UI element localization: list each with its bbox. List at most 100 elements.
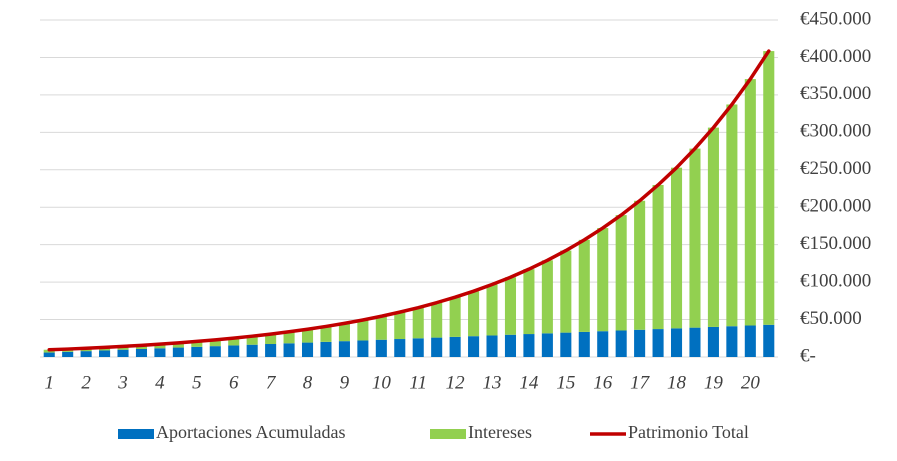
bar-segment (154, 348, 166, 357)
bar-segment (209, 346, 221, 357)
x-tick-label: 13 (483, 372, 502, 393)
x-tick-label: 20 (741, 372, 761, 393)
bar-segment (689, 327, 701, 357)
bar-segment (172, 347, 184, 357)
x-tick-label: 12 (446, 372, 466, 393)
x-tick-label: 6 (229, 372, 239, 393)
bar-segment (560, 332, 572, 357)
bar-segment (338, 323, 350, 342)
bar-segment (726, 104, 738, 327)
bar-segment (80, 351, 92, 357)
x-tick-label: 11 (409, 372, 427, 393)
bar-segment (283, 331, 295, 344)
bar-segment (744, 325, 756, 357)
bar-segment (670, 328, 683, 357)
bar-segment (246, 344, 258, 357)
bar-segment (486, 284, 498, 336)
bar-segment (412, 338, 424, 357)
x-tick-label: 2 (81, 372, 91, 393)
x-tick-label: 18 (667, 372, 687, 393)
bar-segment (707, 326, 719, 357)
bar-segment (301, 329, 314, 343)
x-tick-label: 1 (44, 372, 54, 393)
bar-segment (338, 341, 350, 357)
bar-segment (523, 269, 535, 335)
legend-label: Aportaciones Acumuladas (156, 422, 345, 442)
bar-segment (357, 320, 369, 341)
bar-segment (431, 337, 443, 357)
bar-segment (726, 326, 738, 357)
bar-segment (652, 184, 664, 330)
bar-segment (228, 338, 240, 346)
legend-swatch (430, 429, 466, 439)
x-tick-label: 5 (192, 372, 202, 393)
bar-segment (468, 291, 480, 337)
bar-segment (154, 344, 166, 349)
bar-segment (209, 339, 221, 347)
bar-segment (135, 345, 148, 349)
bar-segment (597, 228, 609, 332)
x-tick-label: 17 (630, 372, 651, 393)
line (47, 49, 771, 352)
y-tick-label: €450.000 (800, 8, 871, 29)
legend-swatch (118, 429, 154, 439)
bar-segment (763, 324, 775, 357)
bar-segment (634, 200, 646, 330)
bar-segment (763, 51, 775, 325)
bar-segment (135, 348, 148, 357)
legend-label: Patrimonio Total (628, 422, 749, 442)
bar-segment (412, 307, 424, 339)
bar-segment (670, 167, 683, 329)
x-tick-label: 19 (704, 372, 724, 393)
x-tick-label: 15 (556, 372, 575, 393)
bar-segment (449, 297, 461, 337)
bar-segment (504, 334, 517, 357)
bar-segment (62, 351, 74, 357)
y-tick-label: €200.000 (800, 196, 871, 217)
bar-segment (283, 343, 295, 357)
x-tick-label: 4 (155, 372, 165, 393)
bar-segment (320, 326, 332, 342)
y-tick-label: €250.000 (800, 158, 871, 179)
bar-segment (265, 334, 277, 345)
bar-segment (634, 329, 646, 357)
bar-segment (117, 349, 129, 357)
y-tick-label: €300.000 (800, 121, 871, 142)
bar-segment (504, 277, 517, 335)
bar-segment (320, 341, 332, 357)
bar-segment (431, 302, 443, 338)
bar-segment (652, 329, 664, 357)
bar-segment (615, 215, 627, 331)
x-tick-label: 14 (519, 372, 539, 393)
bar-segment (541, 333, 553, 357)
bar-segment (191, 346, 203, 357)
bar-segment (744, 79, 756, 326)
bar-segment (99, 350, 111, 357)
bar-segment (578, 331, 590, 357)
bar-segment (375, 316, 387, 340)
y-tick-label: €50.000 (800, 308, 862, 329)
legend-label: Intereses (468, 422, 532, 442)
bar-segment (707, 127, 719, 327)
bar-segment (615, 330, 627, 357)
bar-segment (228, 345, 240, 357)
bar-segment (560, 250, 572, 333)
bar-segment (541, 260, 553, 334)
bar-segment (578, 239, 590, 332)
bar-segment (301, 342, 314, 357)
bar-segment (172, 342, 184, 348)
bar-segment (523, 334, 535, 357)
bar-segment (394, 312, 406, 340)
bar-segment (265, 344, 277, 357)
y-tick-label: €150.000 (800, 233, 871, 254)
y-tick-label: €350.000 (800, 83, 871, 104)
x-tick-label: 8 (303, 372, 313, 393)
bar-segment (357, 340, 369, 357)
x-tick-label: 9 (340, 372, 350, 393)
bar-segment (246, 336, 258, 345)
bar-segment (43, 352, 55, 357)
bar-segment (394, 339, 406, 357)
bar-segment (486, 335, 498, 357)
